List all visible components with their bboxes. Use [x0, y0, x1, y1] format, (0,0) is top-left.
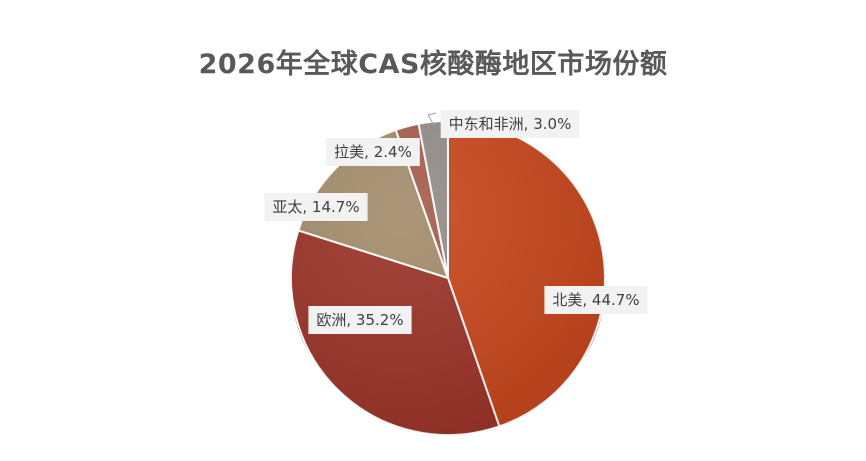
data-label-4: 拉美, 2.4%	[334, 143, 412, 161]
data-label-box-5	[440, 110, 580, 138]
data-label-1: 北美, 44.7%	[552, 291, 639, 309]
data-label-box-1	[544, 286, 648, 314]
data-label-3: 亚太, 14.7%	[272, 198, 359, 216]
chart-title: 2026年全球CAS核酸酶地区市场份额	[198, 49, 668, 80]
data-label-box-3	[264, 193, 368, 221]
pie-slices	[290, 119, 606, 436]
leader-line	[427, 112, 437, 126]
data-label-box-4	[326, 138, 420, 166]
data-label-box-2	[308, 306, 412, 334]
data-label-5: 中东和非洲, 3.0%	[449, 115, 572, 133]
data-label-2: 欧洲, 35.2%	[316, 311, 403, 329]
pie-data-labels: 北美, 44.7% 欧洲, 35.2% 亚太, 14.7% 拉美, 2.4% 中东和非洲…	[264, 110, 648, 334]
